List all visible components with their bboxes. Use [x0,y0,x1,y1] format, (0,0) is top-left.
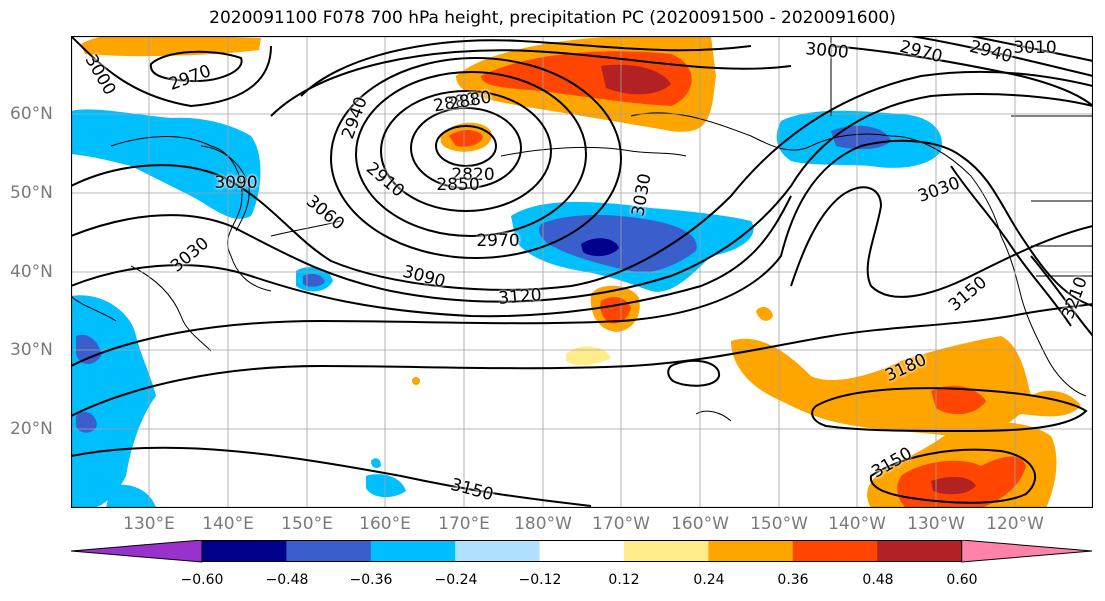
lon-label: 120°W [986,514,1044,534]
height-contours [71,36,1093,507]
colorbar-extend-max [961,540,1093,563]
lon-label: 140°E [202,514,254,534]
lon-label: 160°W [671,514,729,534]
colorbar-frame [201,540,963,562]
colorbar-swatch [202,540,287,562]
colorbar-swatch [792,540,878,562]
lat-label: 30°N [10,340,53,360]
colorbar-extend-min [71,540,203,563]
lat-label: 20°N [10,419,53,439]
colorbar-tick-label: 0.24 [693,572,725,588]
lon-label: 130°E [123,514,175,534]
graticule [71,36,1093,508]
colorbar-swatch [370,540,456,562]
colorbar [71,540,1093,563]
colorbar-swatch [455,540,541,562]
contour-label: 3000 [804,39,850,63]
contour-label: 3120 [497,285,543,309]
colorbar-swatch [708,540,794,562]
colorbar-tick-label: 0.36 [777,572,809,588]
contour-label: 2820 [451,165,495,185]
lon-label: 160°E [359,514,411,534]
contour-label: 3010 [1013,38,1057,58]
colorbar-swatch [624,540,709,562]
contour-label: 2850 [436,175,480,195]
lon-label: 170°W [592,514,650,534]
colorbar-tick-label: −0.12 [518,572,562,588]
map-panel [71,36,1093,508]
map-frame [71,36,1093,508]
colorbar-tick-label: 0.48 [862,572,894,588]
lat-label: 60°N [10,104,53,124]
contour-label: 3090 [214,173,258,193]
colorbar-tick-label: 0.60 [946,572,978,588]
colorbar-swatch [877,540,963,562]
precip-negative-shading [71,109,942,508]
lon-label: 170°E [438,514,490,534]
colorbar-tick-label: −0.60 [180,572,224,588]
lon-label: 180°W [514,514,572,534]
lon-label: 150°W [750,514,808,534]
colorbar-swatch [286,540,372,562]
lat-label: 40°N [10,262,53,282]
colorbar-tick-label: 0.12 [608,572,640,588]
colorbar-tick-label: −0.36 [349,572,393,588]
colorbar-swatch [539,540,625,562]
contour-label: 2970 [476,231,520,251]
lon-label: 130°W [907,514,965,534]
colorbar-tick-label: −0.48 [265,572,309,588]
lat-label: 50°N [10,183,53,203]
colorbar-tick-label: −0.24 [434,572,478,588]
map-title: 2020091100 F078 700 hPa height, precipit… [209,8,896,28]
lon-label: 140°W [828,514,886,534]
lon-label: 150°E [281,514,333,534]
